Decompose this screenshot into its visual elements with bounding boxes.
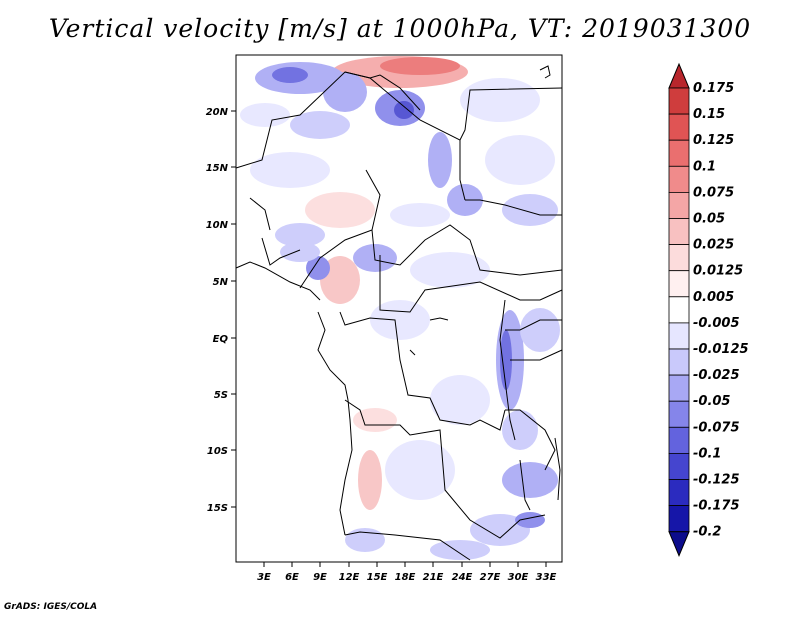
colorbar-cell	[668, 139, 690, 167]
colorbar-label: -0.005	[693, 316, 740, 331]
colorbar-cell	[668, 322, 690, 350]
colorbar-label: -0.0125	[693, 342, 749, 357]
lon-label: 27E	[480, 572, 501, 583]
colorbar-label: 0.005	[693, 290, 734, 305]
longitude-labels: 3E 6E 9E 12E 15E 18E 21E 24E 27E 30E 33E	[257, 572, 556, 583]
grads-credit: GrADS: IGES/COLA	[4, 602, 98, 612]
colorbar-cell	[668, 296, 690, 324]
lon-label: 21E	[423, 572, 444, 583]
colorbar-cell	[668, 374, 690, 402]
colorbar-label: 0.15	[693, 107, 725, 122]
colorbar-cell	[668, 452, 690, 480]
latitude-labels: 20N 15N 10N 5N EQ 5S 10S 15S	[206, 107, 229, 514]
axis-ticks	[231, 110, 547, 567]
colorbar-label: 0.075	[693, 185, 734, 200]
colorbar-label: -0.125	[693, 473, 740, 488]
lat-label: 15S	[207, 503, 228, 514]
lat-label: 10S	[207, 446, 228, 457]
country-borders	[235, 65, 563, 561]
colorbar-label: -0.1	[693, 446, 721, 461]
colorbar-top-arrow	[668, 62, 690, 89]
colorbar-label: 0.1	[693, 159, 716, 174]
lat-label: 5N	[213, 277, 229, 288]
lon-label: 9E	[313, 572, 327, 583]
colorbar-cell	[668, 348, 690, 376]
colorbar-label: -0.075	[693, 420, 740, 435]
lat-label: 20N	[206, 107, 229, 118]
lon-label: 15E	[367, 572, 388, 583]
colorbar-cell	[668, 165, 690, 193]
lon-label: 30E	[508, 572, 529, 583]
colorbar-cell	[668, 400, 690, 428]
colorbar-cell	[668, 113, 690, 141]
colorbar-bottom-arrow	[668, 531, 690, 558]
lat-label: 15N	[206, 163, 229, 174]
lon-label: 33E	[536, 572, 557, 583]
colorbar-cell	[668, 87, 690, 115]
lon-label: 24E	[452, 572, 473, 583]
colorbar-label: 0.125	[693, 133, 734, 148]
lat-label: 10N	[206, 220, 229, 231]
lat-label: 5S	[214, 390, 228, 401]
colorbar-cell	[668, 191, 690, 219]
colorbar-label: -0.025	[693, 368, 740, 383]
lat-label: EQ	[213, 334, 229, 345]
colorbar-label: -0.05	[693, 394, 730, 409]
lon-label: 12E	[339, 572, 360, 583]
lon-label: 6E	[285, 572, 299, 583]
map-panel: 20N 15N 10N 5N EQ 5S 10S 15S 3E 6E 9E 12…	[206, 54, 563, 583]
colorbar-cell	[668, 244, 690, 272]
velocity-field	[240, 56, 560, 560]
colorbar-label: 0.05	[693, 212, 725, 227]
colorbar-label: -0.2	[693, 525, 721, 540]
colorbar-cell	[668, 270, 690, 298]
colorbar-cell	[668, 218, 690, 246]
colorbar-label: 0.025	[693, 238, 734, 253]
lon-label: 3E	[257, 572, 271, 583]
lon-label: 18E	[395, 572, 416, 583]
colorbar-label: 0.175	[693, 81, 734, 96]
colorbar-label: 0.0125	[693, 264, 743, 279]
colorbar-label: -0.175	[693, 499, 740, 514]
map-title: Vertical velocity [m/s] at 1000hPa, VT: …	[48, 14, 752, 43]
colorbar: 0.175 0.15 0.125 0.1 0.075 0.05 0.025 0.0125 0.0…	[668, 62, 749, 558]
colorbar-cell	[668, 479, 690, 507]
colorbar-cell	[668, 505, 690, 533]
colorbar-cell	[668, 426, 690, 454]
